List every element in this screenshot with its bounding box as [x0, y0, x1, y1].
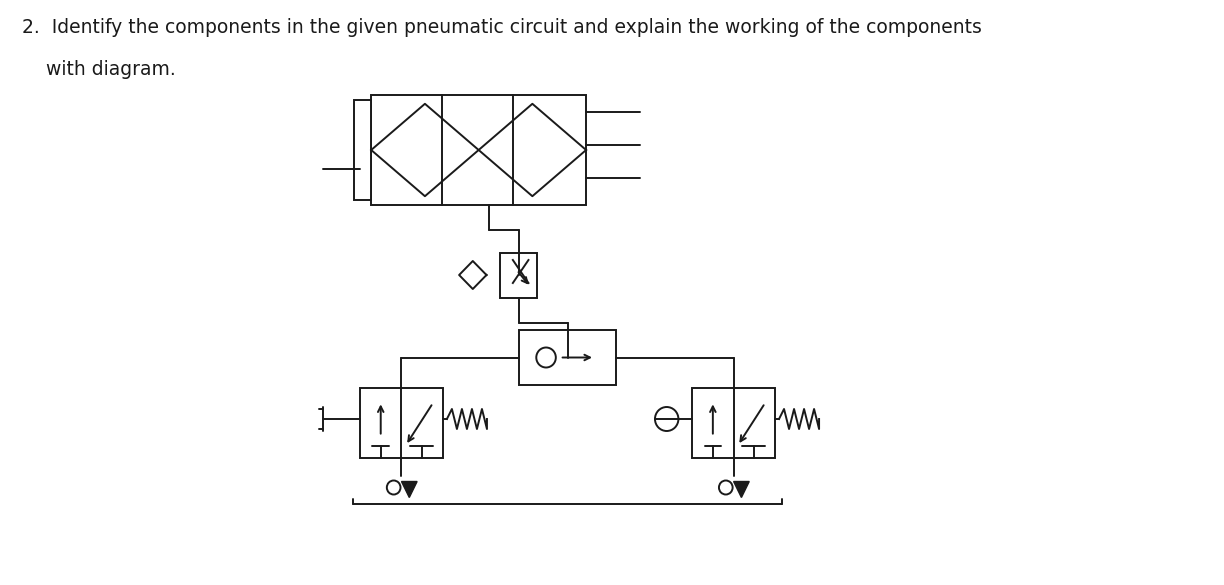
- Polygon shape: [401, 481, 417, 497]
- Circle shape: [718, 480, 733, 494]
- Bar: [371, 95, 586, 205]
- Text: with diagram.: with diagram.: [22, 60, 175, 78]
- Polygon shape: [733, 481, 749, 497]
- Bar: [354, 100, 371, 200]
- Bar: [519, 330, 617, 385]
- Bar: [360, 387, 443, 457]
- Bar: [501, 253, 537, 298]
- Circle shape: [387, 480, 400, 494]
- Circle shape: [536, 347, 556, 367]
- Circle shape: [655, 407, 678, 431]
- Text: 2.  Identify the components in the given pneumatic circuit and explain the worki: 2. Identify the components in the given …: [22, 18, 982, 36]
- Bar: [692, 387, 775, 457]
